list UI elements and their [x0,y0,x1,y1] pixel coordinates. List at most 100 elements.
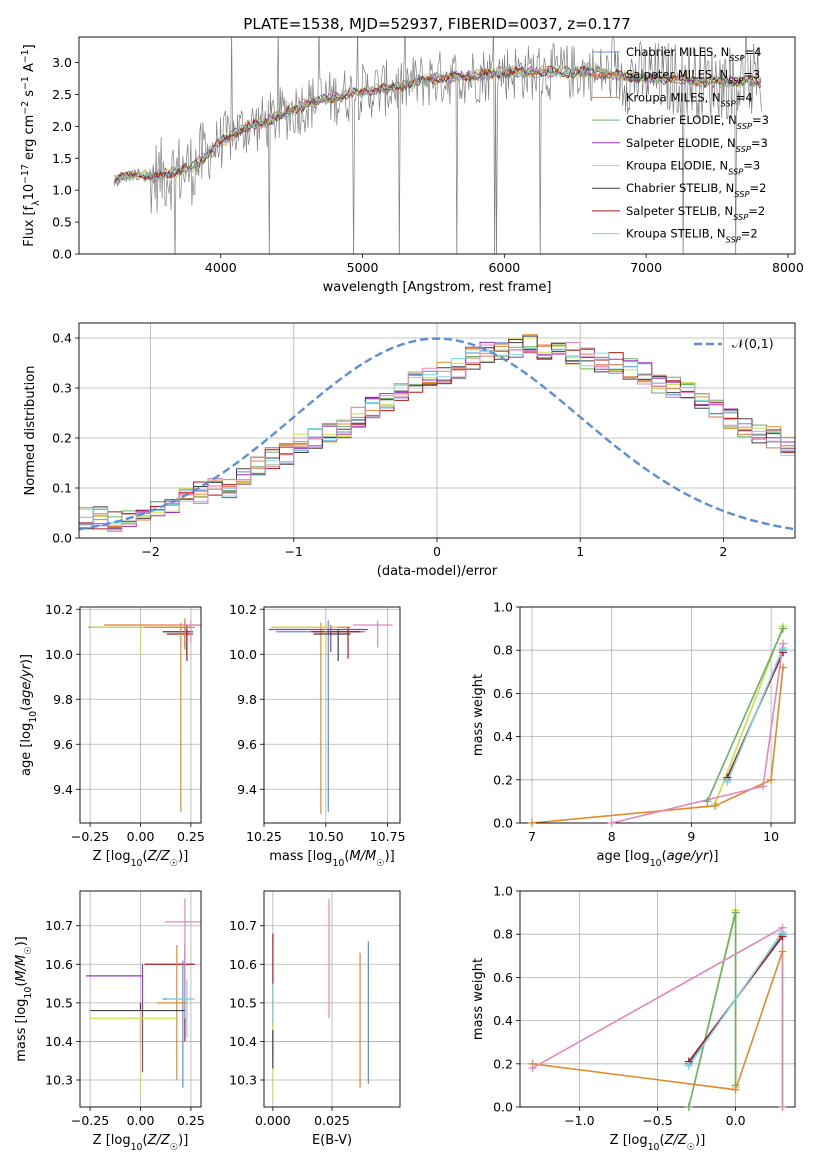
axes-frame [263,890,401,1108]
y-axis-label: Normed distribution [23,366,38,496]
y-axis-label: mass weight [471,958,486,1040]
x-tick-label: 10 [763,829,779,844]
x-tick-label: 10.75 [370,829,406,844]
y-tick-label: 9.4 [53,782,73,797]
x-tick-label: −0.25 [71,1113,109,1128]
axes-frame [79,606,202,824]
weight-marker [767,775,776,784]
weight-marker [778,923,787,932]
y-tick-label: 10.4 [45,1034,73,1049]
y-tick-label: 1.0 [493,884,513,899]
y-tick-label: 10.6 [229,957,257,972]
plot-area [114,37,762,254]
y-tick-label: 0.5 [52,215,72,230]
weight-line-6 [611,643,784,823]
y-tick-label: 0.8 [493,927,513,942]
x-tick-label: 8000 [772,260,804,275]
legend-label: Kroupa STELIB, NSSP=2 [626,227,758,245]
y-tick-label: 3.0 [52,55,72,70]
x-tick-label: −0.5 [642,1113,672,1128]
weight-marker [779,639,788,648]
legend-label: Salpeter STELIB, NSSP=2 [626,204,765,222]
axes-frame [263,606,401,824]
x-axis-label: Z [log10(Z/Z☉)] [93,849,189,869]
y-tick-label: 10.0 [45,647,73,662]
y-tick-label: 0.2 [493,1056,513,1071]
y-tick-label: 1.5 [52,151,72,166]
legend-label: Chabrier ELODIE, NSSP=3 [626,113,769,131]
y-tick-label: 0.1 [52,481,72,496]
x-tick-label: 9 [687,829,695,844]
weight-marker [759,782,768,791]
x-tick-label: −1 [285,544,303,559]
weight-marker [527,819,536,827]
plot-area [88,618,201,812]
x-axis-label: mass [log10(M/M☉)] [269,849,395,869]
y-tick-label: 0.6 [493,970,513,985]
y-tick-label: 0.2 [493,772,513,787]
y-tick-label: 0.4 [493,1013,513,1028]
legend-label: 𝒩(0,1) [732,336,774,351]
x-axis-label: E(B-V) [312,1133,352,1148]
x-axis-label: wavelength [Angstrom, rest frame] [323,280,552,295]
y-tick-label: 9.6 [237,737,257,752]
plot-area [531,626,784,823]
histogram-7 [79,339,795,530]
weight-marker [778,1103,787,1111]
weight-marker [779,663,788,672]
y-tick-label: 10.3 [229,1073,257,1088]
y-tick-label: 0.2 [52,431,72,446]
weight-marker [607,819,616,827]
x-tick-label: 4000 [205,260,237,275]
y-tick-label: 9.6 [53,737,73,752]
x-tick-label: 0 [433,544,441,559]
y-tick-label: 10.2 [229,602,257,617]
y-tick-label: 10.5 [45,995,73,1010]
x-tick-label: 10.25 [246,829,282,844]
weight-line-1 [706,628,784,802]
y-axis-label: age [log10(age/yr)] [19,654,39,776]
axes-frame [78,322,796,539]
y-tick-label: 10.7 [45,918,73,933]
model-spectrum-7 [114,65,762,182]
weight-marker [778,947,787,956]
legend-label: Kroupa MILES, NSSP=4 [626,90,753,108]
weight-marker [528,1064,537,1073]
legend-label: Chabrier MILES, NSSP=4 [626,45,761,63]
x-tick-label: 0.025 [314,1113,350,1128]
axes-frame [519,606,796,824]
weight-marker [684,1103,693,1111]
x-tick-label: −0.25 [71,829,109,844]
plot-area [86,898,201,1096]
grid [79,323,795,539]
grid [520,890,795,1108]
subplot-1: −2 −1 0 1 2 0.0 0.1 0.2 0.3 0.4 (data-model)/error… [23,322,796,579]
model-spectrum-8 [114,65,762,183]
x-tick-label: 0.000 [255,1113,291,1128]
y-tick-label: 1.0 [493,600,513,615]
weight-line-5 [531,667,784,823]
y-tick-label: 10.3 [45,1073,73,1088]
legend-label: Salpeter ELODIE, NSSP=3 [626,136,768,154]
legend-label: Chabrier STELIB, NSSP=2 [626,181,766,199]
x-tick-label: 8 [608,829,616,844]
x-tick-label: 0.00 [127,829,155,844]
x-tick-label: 0.25 [177,829,205,844]
x-tick-label: 1 [576,544,584,559]
subplots: 4000 5000 6000 7000 8000 0.0 0.5 1.0 1.5 2.0 2.5 3.… [14,36,804,1153]
axes-frame [78,36,796,255]
model-spectrum-4 [114,64,762,187]
y-tick-label: 9.8 [237,692,257,707]
x-tick-label: 0.00 [127,1113,155,1128]
subplot-7: −1.0 −0.5 0.0 0.0 0.2 0.4 0.6 0.8 1.0 Z [log10(Z/… [471,884,796,1153]
y-tick-label: 2.0 [52,119,72,134]
y-tick-label: 0.6 [493,686,513,701]
weight-marker [779,624,788,633]
y-tick-label: 0.8 [493,643,513,658]
axes-frame [519,890,796,1108]
legend: Chabrier MILES, NSSP=4 Salpeter MILES, NS… [592,45,769,245]
y-tick-label: 0.4 [493,729,513,744]
weight-line-4 [688,931,784,1067]
x-tick-label: 5000 [347,260,379,275]
